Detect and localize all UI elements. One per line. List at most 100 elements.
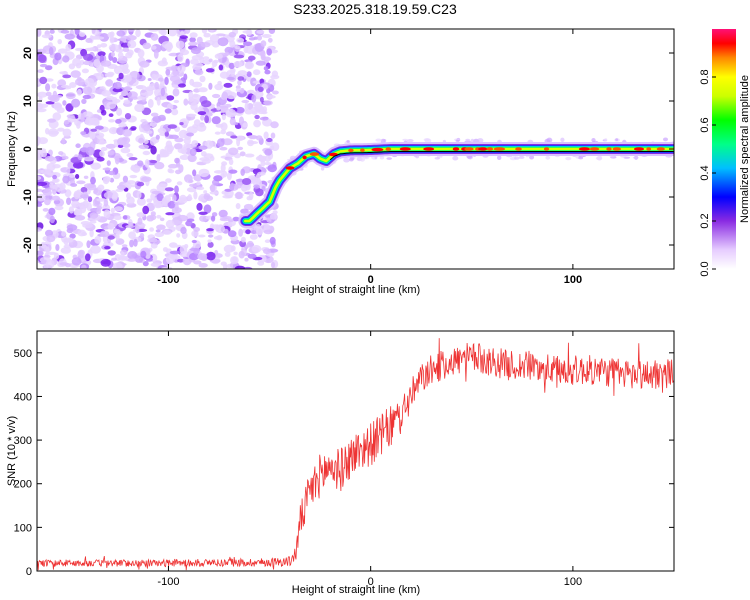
noise-blob	[211, 215, 216, 222]
noise-blob	[198, 211, 208, 215]
noise-blob	[178, 83, 186, 88]
trace-peak	[612, 147, 621, 151]
noise-blob	[219, 146, 228, 151]
noise-blob	[144, 159, 150, 168]
noise-blob	[141, 89, 146, 94]
noise-blob	[162, 197, 167, 205]
noise-blob	[193, 191, 198, 200]
noise-blob	[243, 203, 254, 211]
noise-blob	[264, 69, 271, 75]
noise-blob	[70, 183, 78, 187]
noise-blob	[198, 168, 210, 178]
noise-blob	[76, 122, 81, 129]
noise-blob	[200, 42, 211, 48]
trace-halo-blob	[546, 137, 553, 143]
noise-blob	[150, 262, 162, 267]
noise-blob	[143, 139, 149, 145]
noise-blob	[127, 40, 137, 49]
noise-blob	[63, 119, 70, 125]
noise-blob	[186, 218, 195, 222]
noise-blob	[135, 29, 141, 38]
trace-peak	[302, 155, 307, 160]
noise-blob	[266, 95, 276, 99]
noise-blob	[71, 257, 82, 266]
noise-blob	[89, 132, 96, 140]
noise-blob	[66, 197, 72, 205]
noise-blob	[186, 187, 197, 193]
noise-blob	[164, 131, 169, 137]
trace-halo-blob	[320, 166, 325, 171]
noise-blob	[197, 253, 208, 261]
noise-blob	[49, 29, 55, 34]
noise-blob	[196, 181, 201, 186]
noise-blob	[108, 170, 116, 176]
x-tick-label: -100	[157, 576, 179, 588]
noise-blob	[223, 216, 232, 219]
trace-peak	[515, 147, 522, 151]
noise-blob	[106, 95, 115, 101]
noise-blob	[52, 174, 57, 180]
noise-blob	[168, 134, 179, 139]
noise-blob	[38, 54, 47, 63]
noise-blob	[244, 257, 249, 262]
noise-blob	[253, 69, 261, 76]
noise-blob	[194, 62, 204, 68]
noise-blob	[113, 65, 123, 75]
noise-blob	[202, 56, 210, 60]
noise-blob	[119, 94, 124, 100]
noise-blob	[37, 137, 49, 145]
noise-blob	[103, 209, 111, 219]
noise-blob	[107, 222, 115, 230]
noise-blob	[37, 176, 42, 180]
noise-blob	[102, 176, 111, 183]
noise-blob	[177, 258, 185, 263]
noise-blob	[89, 212, 99, 219]
noise-blob	[165, 219, 175, 229]
noise-blob	[91, 29, 96, 34]
colorbar-tick-label: 0.4	[699, 165, 711, 180]
noise-blob	[190, 102, 198, 111]
noise-blob	[69, 82, 77, 88]
y-tick-label: 200	[14, 479, 32, 491]
noise-blob	[60, 29, 70, 34]
noise-blob	[52, 112, 62, 121]
noise-blob	[41, 34, 52, 39]
noise-blob	[164, 187, 174, 192]
noise-blob	[227, 218, 234, 223]
trace-peak	[478, 147, 488, 151]
trace-halo-blob	[565, 156, 572, 161]
noise-blob	[60, 84, 70, 89]
noise-blob	[196, 202, 203, 211]
colorbar-tick-label: 0.8	[699, 69, 711, 84]
noise-blob	[198, 87, 208, 93]
noise-blob	[211, 116, 221, 125]
noise-blob	[150, 242, 158, 249]
noise-blob	[154, 81, 160, 90]
noise-blob	[45, 91, 52, 97]
noise-blob	[104, 246, 111, 250]
noise-blob	[218, 64, 224, 71]
x-tick-label: -100	[157, 274, 179, 286]
noise-blob	[37, 181, 48, 186]
noise-blob	[45, 246, 50, 255]
noise-blob	[54, 52, 62, 61]
noise-blob	[97, 51, 106, 57]
noise-blob	[121, 244, 128, 248]
noise-blob	[148, 29, 160, 32]
noise-blob	[136, 212, 146, 218]
noise-blob	[220, 163, 226, 173]
noise-blob	[108, 113, 114, 117]
noise-blob	[100, 43, 108, 48]
noise-blob	[45, 101, 55, 105]
noise-blob	[154, 161, 165, 170]
noise-blob	[137, 160, 144, 167]
noise-blob	[44, 155, 55, 162]
noise-blob	[57, 127, 65, 132]
noise-blob	[189, 183, 198, 188]
trace-band-yellow	[244, 147, 674, 223]
noise-blob	[246, 196, 253, 201]
trace-halo-blob	[615, 138, 619, 142]
noise-blob	[114, 156, 120, 165]
noise-blob	[80, 113, 85, 123]
trace-peak	[656, 147, 665, 151]
